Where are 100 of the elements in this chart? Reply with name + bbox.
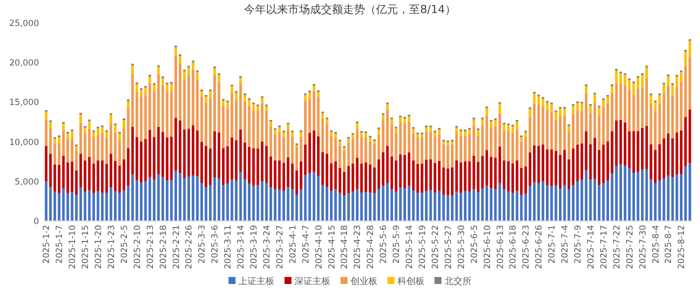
chart-title: 今年以来市场成交额走势（亿元，至8/14） xyxy=(244,3,456,16)
x-tick-label: 2025-1-10 xyxy=(68,225,78,269)
bar xyxy=(326,119,328,124)
bar xyxy=(300,132,302,136)
bar xyxy=(494,126,497,158)
bar xyxy=(438,190,441,221)
bar xyxy=(70,192,74,221)
bar xyxy=(450,196,454,221)
bar xyxy=(550,186,553,221)
x-tick-label: 2025-6-13 xyxy=(496,225,506,269)
bar xyxy=(260,98,264,104)
bar xyxy=(589,106,592,114)
bar xyxy=(66,162,70,194)
bar xyxy=(455,128,458,132)
x-tick-label: 2025-3-27 xyxy=(275,225,286,269)
bar xyxy=(507,161,510,192)
x-tick-label: 2025-7-9 xyxy=(574,225,584,264)
bar xyxy=(403,154,406,189)
bar xyxy=(498,104,502,114)
bar xyxy=(278,127,281,132)
bar xyxy=(606,96,610,104)
bar xyxy=(460,136,462,162)
bar xyxy=(252,148,255,186)
bar xyxy=(75,194,78,221)
bar xyxy=(144,181,147,221)
bar xyxy=(498,113,502,147)
bar xyxy=(286,157,290,187)
bar xyxy=(282,190,286,221)
bar xyxy=(183,71,186,80)
bar xyxy=(615,70,618,83)
bar xyxy=(568,126,570,132)
bar xyxy=(666,76,670,86)
bar xyxy=(576,102,579,110)
bar xyxy=(425,127,428,132)
bar xyxy=(558,154,562,189)
bar xyxy=(326,186,328,221)
x-tick-label: 2025-8-4 xyxy=(651,225,662,264)
bar xyxy=(122,120,126,128)
bar xyxy=(174,170,178,221)
bar xyxy=(511,132,514,164)
bar xyxy=(157,174,160,221)
bar xyxy=(282,137,286,163)
bar xyxy=(468,130,471,134)
bar xyxy=(408,186,410,221)
bar xyxy=(222,100,225,106)
bar xyxy=(680,72,682,82)
x-tick-label: 2025-2-13 xyxy=(146,225,156,269)
legend-label: 北交所 xyxy=(444,276,472,287)
bar xyxy=(511,163,514,193)
bar xyxy=(334,161,337,190)
bar xyxy=(615,166,618,221)
bar xyxy=(390,119,394,124)
bar xyxy=(606,141,610,181)
bar xyxy=(662,178,666,221)
bar xyxy=(520,137,523,142)
bar xyxy=(438,130,441,134)
bar xyxy=(455,192,458,221)
bar xyxy=(312,86,316,91)
bar xyxy=(619,83,622,120)
bar xyxy=(291,132,294,136)
bar xyxy=(528,108,532,117)
bar xyxy=(330,132,333,136)
bar xyxy=(450,144,454,168)
bar xyxy=(386,104,389,110)
bar xyxy=(554,185,558,221)
bar xyxy=(218,178,220,221)
bar xyxy=(558,116,562,155)
bar xyxy=(84,192,86,221)
x-tick-label: 2025-7-1 xyxy=(548,225,558,264)
bar xyxy=(338,141,342,146)
bar xyxy=(79,187,82,221)
bar xyxy=(420,164,424,192)
y-tick-label: 20,000 xyxy=(9,58,39,69)
x-tick-label: 2025-3-24 xyxy=(262,225,272,269)
bar xyxy=(455,160,458,192)
bar xyxy=(494,189,497,221)
bar xyxy=(174,47,178,56)
bar xyxy=(96,135,100,160)
bar xyxy=(75,146,78,151)
bar xyxy=(162,78,164,85)
bar xyxy=(252,104,255,110)
bar xyxy=(516,122,518,130)
x-tick-label: 2025-7-4 xyxy=(560,225,571,264)
bar xyxy=(304,95,307,101)
legend-label: 科创板 xyxy=(398,276,424,287)
bar xyxy=(136,84,138,92)
bar xyxy=(66,138,70,162)
bar xyxy=(542,181,544,221)
bar xyxy=(594,94,596,103)
bar xyxy=(472,119,476,126)
x-tick-label: 2025-5-6 xyxy=(379,225,390,264)
bar xyxy=(226,102,229,109)
bar xyxy=(230,86,234,93)
bar xyxy=(126,108,130,148)
bar xyxy=(234,140,238,181)
bar xyxy=(420,192,424,221)
bar xyxy=(204,146,208,188)
x-tick-label: 2025-3-3 xyxy=(198,225,208,264)
bar xyxy=(420,134,424,138)
bar xyxy=(490,156,492,188)
